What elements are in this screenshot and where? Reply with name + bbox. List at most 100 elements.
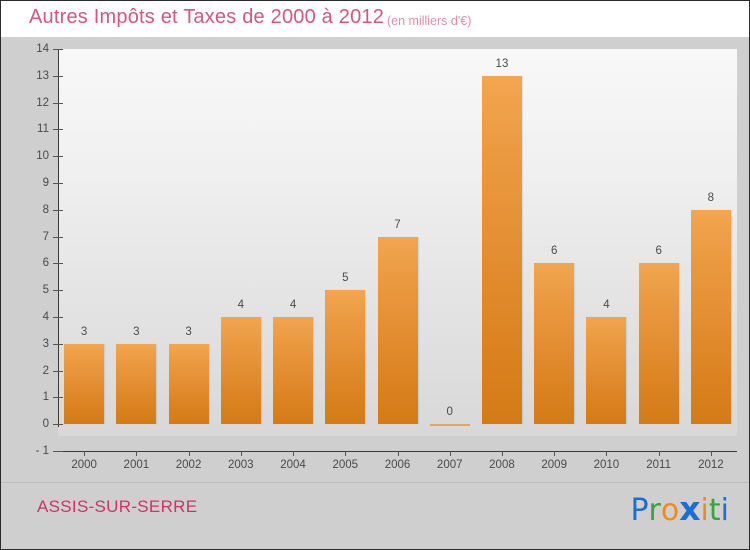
logo-letter: o bbox=[660, 493, 680, 528]
bar-value-label: 4 bbox=[237, 299, 244, 311]
y-axis-label: 3 bbox=[42, 337, 49, 350]
bar[interactable] bbox=[481, 75, 522, 424]
chart-footer: ASSIS-SUR-SERRE Proxiti bbox=[1, 482, 749, 549]
x-axis-label: 2000 bbox=[71, 459, 97, 471]
bar-value-label: 3 bbox=[80, 325, 88, 338]
page-subtitle: (en milliers d'€) bbox=[387, 14, 472, 28]
bar[interactable] bbox=[638, 263, 679, 424]
x-axis-tick bbox=[84, 451, 86, 456]
y-axis-tick bbox=[53, 156, 63, 158]
bar[interactable] bbox=[377, 236, 418, 424]
y-axis-line bbox=[58, 49, 59, 427]
y-axis-label: 5 bbox=[42, 284, 49, 297]
bar[interactable] bbox=[586, 317, 627, 424]
y-axis-tick bbox=[53, 370, 63, 372]
y-axis-tick bbox=[53, 183, 63, 184]
x-axis-label: 2011 bbox=[646, 459, 671, 471]
proxiti-logo[interactable]: Proxiti bbox=[630, 489, 729, 528]
bar-value-label: 6 bbox=[655, 245, 662, 258]
x-axis-label: 2012 bbox=[698, 459, 724, 471]
commune-name: ASSIS-SUR-SERRE bbox=[37, 497, 198, 516]
bar-value-label: 3 bbox=[185, 325, 192, 338]
y-axis-tick bbox=[53, 343, 63, 345]
bar-value-label: 8 bbox=[707, 191, 715, 204]
y-axis-label: 14 bbox=[36, 43, 49, 55]
bar[interactable] bbox=[429, 424, 470, 426]
bar-value-label: 0 bbox=[446, 406, 453, 418]
x-axis-tick bbox=[240, 451, 242, 456]
bar-value-label: 6 bbox=[550, 245, 558, 258]
bar[interactable] bbox=[220, 317, 261, 424]
y-axis-label: 9 bbox=[42, 177, 49, 189]
page-title: Autres Impôts et Taxes de 2000 à 2012 bbox=[29, 6, 385, 28]
y-axis-label: 6 bbox=[42, 257, 49, 270]
y-axis-tick bbox=[53, 451, 63, 452]
bar[interactable] bbox=[690, 209, 731, 424]
x-axis-label: 2007 bbox=[436, 459, 463, 471]
bar[interactable] bbox=[116, 343, 157, 424]
bar[interactable] bbox=[64, 343, 105, 424]
y-axis-label: 7 bbox=[42, 230, 49, 243]
logo-letter: i bbox=[720, 493, 729, 528]
y-axis-label: 13 bbox=[36, 69, 49, 82]
bar-value-label: 4 bbox=[289, 299, 297, 311]
x-axis-label: 2009 bbox=[541, 459, 567, 471]
y-axis-tick bbox=[53, 75, 63, 77]
logo-letter: i bbox=[700, 493, 709, 528]
logo-letter: t bbox=[708, 493, 721, 528]
y-axis-tick bbox=[53, 424, 63, 426]
bar-value-label: 7 bbox=[394, 218, 401, 231]
x-axis-tick bbox=[554, 451, 556, 456]
y-axis-label: 11 bbox=[37, 123, 49, 136]
x-axis-tick bbox=[501, 451, 503, 456]
logo-letter: r bbox=[648, 493, 661, 528]
bar[interactable] bbox=[534, 263, 575, 424]
y-axis-tick bbox=[53, 209, 63, 211]
x-axis-tick bbox=[293, 451, 295, 456]
logo-letter: x bbox=[679, 489, 701, 528]
x-axis-tick bbox=[397, 451, 399, 456]
y-axis-tick bbox=[53, 317, 63, 318]
y-axis-tick bbox=[53, 49, 63, 50]
y-axis-label: 1 bbox=[42, 391, 49, 404]
x-axis-tick bbox=[449, 451, 451, 456]
x-axis-tick bbox=[710, 451, 712, 456]
bar[interactable] bbox=[273, 317, 314, 424]
x-axis-tick bbox=[606, 451, 608, 456]
x-axis-label: 2006 bbox=[384, 459, 411, 471]
y-axis-label: 12 bbox=[36, 96, 49, 109]
x-axis-tick bbox=[345, 451, 347, 456]
y-axis-label: 10 bbox=[36, 150, 49, 163]
y-axis-tick bbox=[53, 290, 63, 292]
chart-header: Autres Impôts et Taxes de 2000 à 2012 (e… bbox=[1, 1, 749, 37]
bar-value-label: 5 bbox=[342, 272, 349, 285]
x-axis-label: 2001 bbox=[123, 459, 150, 471]
bar[interactable] bbox=[325, 290, 366, 424]
y-axis-label: 8 bbox=[42, 203, 49, 216]
x-axis-tick bbox=[188, 451, 190, 456]
x-axis-label: 2003 bbox=[228, 459, 254, 471]
y-axis-tick bbox=[53, 236, 63, 238]
logo-letter: P bbox=[630, 493, 649, 528]
x-axis-label: 2005 bbox=[332, 459, 359, 471]
y-axis-label: 4 bbox=[42, 311, 49, 323]
y-axis-tick bbox=[53, 129, 63, 131]
bar-chart: - 1 0 1 2 3 4 5 6 7 8 9 10 11 12 13 14 2000 2001 2002 2003… bbox=[1, 37, 749, 481]
y-axis-tick bbox=[53, 397, 63, 399]
x-axis-tick bbox=[658, 451, 660, 456]
x-axis-tick bbox=[136, 451, 138, 456]
y-axis-tick bbox=[53, 263, 63, 265]
y-axis-label: - 1 bbox=[35, 445, 49, 457]
y-axis-tick bbox=[53, 102, 63, 104]
y-axis-label: 0 bbox=[42, 418, 49, 431]
x-axis-label: 2004 bbox=[280, 459, 306, 471]
x-axis-label: 2002 bbox=[175, 459, 202, 471]
x-axis-label: 2008 bbox=[489, 459, 515, 471]
bar-value-label: 4 bbox=[603, 299, 610, 311]
y-axis-label: 2 bbox=[42, 364, 49, 377]
bar-value-label: 13 bbox=[495, 57, 509, 70]
x-axis-label: 2010 bbox=[593, 459, 620, 471]
bar[interactable] bbox=[168, 343, 209, 424]
bar-value-label: 3 bbox=[133, 325, 140, 338]
